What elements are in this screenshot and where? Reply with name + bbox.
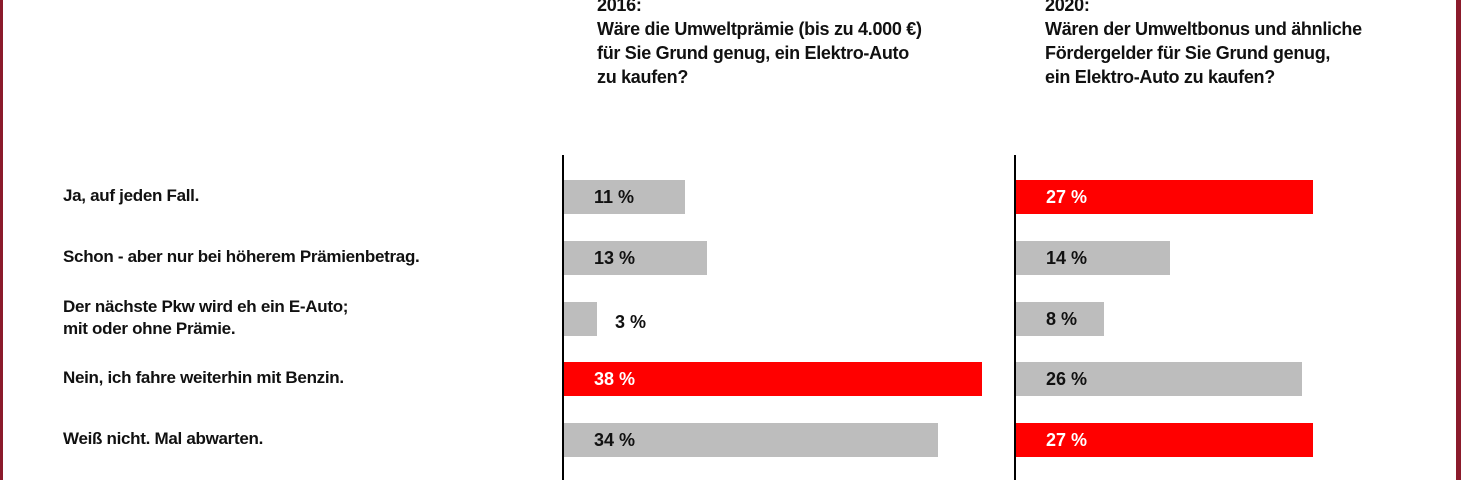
- value-label-2016: 3 %: [615, 312, 647, 332]
- bar-2020: [1016, 241, 1170, 275]
- frame-left-border: [0, 0, 3, 480]
- bar-2016: [564, 302, 597, 336]
- axis-2016: [562, 155, 564, 480]
- value-label-2020: 27 %: [1046, 430, 1088, 450]
- value-label-2016: 13 %: [594, 248, 636, 268]
- value-label-2020: 26 %: [1046, 369, 1088, 389]
- bar-2016: [564, 362, 982, 396]
- category-label: Ja, auf jeden Fall.: [63, 186, 200, 205]
- value-label-2020: 14 %: [1046, 248, 1088, 268]
- value-label-2016: 38 %: [594, 369, 636, 389]
- bar-2020: [1016, 423, 1313, 457]
- bar-2020: [1016, 362, 1302, 396]
- value-label-2016: 34 %: [594, 430, 636, 450]
- value-label-2020: 27 %: [1046, 187, 1088, 207]
- bar-2020: [1016, 302, 1104, 336]
- value-label-2016: 11 %: [594, 187, 635, 207]
- category-label: Weiß nicht. Mal abwarten.: [63, 429, 263, 448]
- bar-2016: [564, 180, 685, 214]
- frame-right-border: [1456, 0, 1461, 480]
- bar-2016: [564, 423, 938, 457]
- axis-2020: [1014, 155, 1016, 480]
- category-label: Nein, ich fahre weiterhin mit Benzin.: [63, 368, 344, 387]
- category-label: Der nächste Pkw wird eh ein E-Auto; mit …: [63, 297, 349, 338]
- value-label-2020: 8 %: [1046, 309, 1078, 329]
- title-2016: 2016: Wäre die Umweltprämie (bis zu 4.00…: [597, 0, 922, 87]
- bar-2020: [1016, 180, 1313, 214]
- bar-2016: [564, 241, 707, 275]
- title-2020: 2020: Wären der Umweltbonus und ähnliche…: [1045, 0, 1362, 87]
- category-label: Schon - aber nur bei höherem Prämienbetr…: [63, 247, 420, 266]
